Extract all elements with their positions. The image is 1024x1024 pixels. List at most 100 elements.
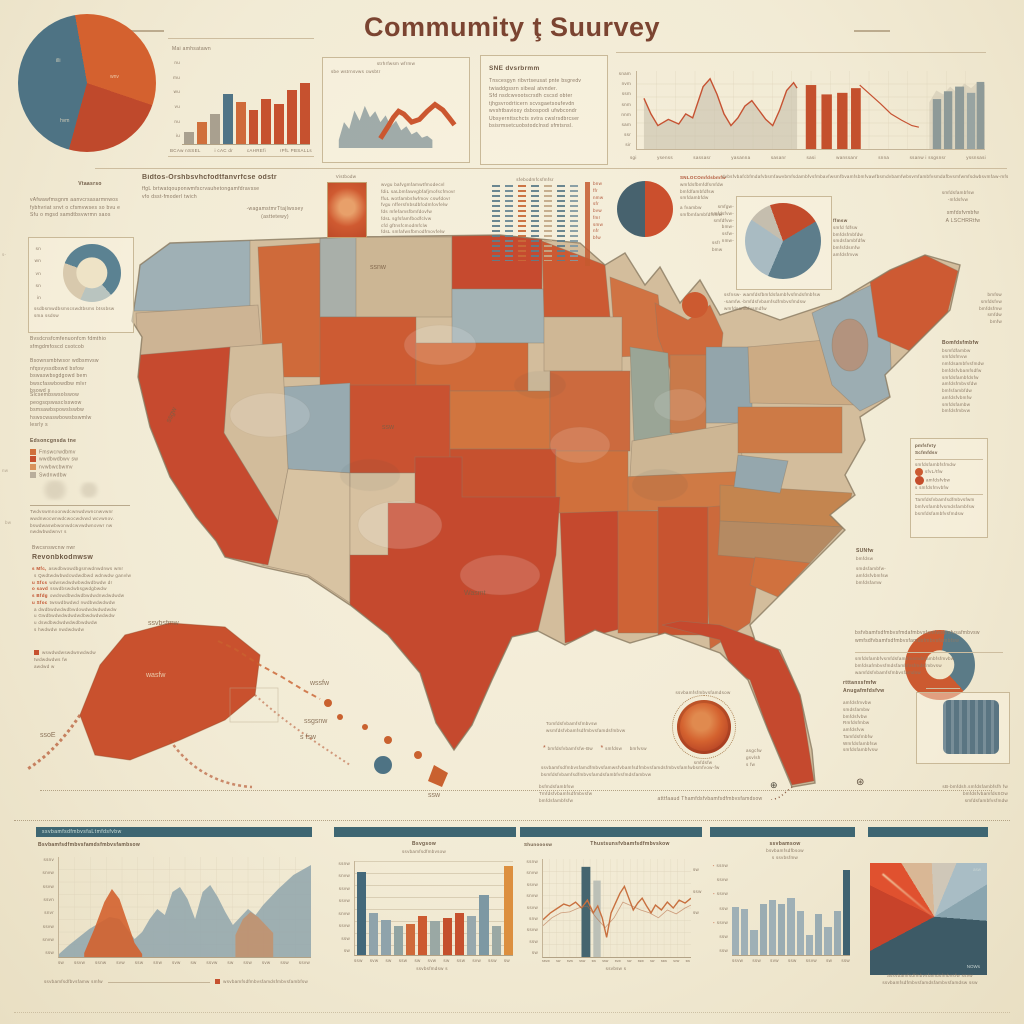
- regional-pie-panel: [736, 196, 832, 290]
- text-line: sw: [556, 959, 561, 963]
- legend-marker: [30, 464, 36, 471]
- text-line: bsmfdfambw: [942, 347, 971, 353]
- text-line: sgi: [630, 155, 637, 160]
- bar: [750, 930, 758, 955]
- text-line: amfdsfmbvsfdw: [942, 381, 978, 387]
- density-area-chart: [58, 857, 311, 958]
- text-line: svw: [472, 958, 482, 963]
- panel1-y-axis: ssnv snvw ssvw ssvn snvr ssvw snvw ssw: [36, 857, 54, 957]
- text-line: svw: [427, 958, 437, 963]
- mapbottom-left-text: Tomfdsfvbamfsfmbvsw wsmfdsfvbamfsdfmbvsfa…: [546, 721, 646, 735]
- mid-text-block: SNLOCOmfdsbmfw wmfdsfbmfdfsmfdw bmfdfambf…: [680, 175, 728, 219]
- bar: [824, 927, 832, 955]
- text-line: ssanw i ssgsnsr: [909, 155, 946, 160]
- text-line: sw: [685, 959, 690, 963]
- panel4-title-1: ssvbamsow: [769, 841, 801, 847]
- text-line: bswdwaswbwonwdcwvwdwnovwr nw: [30, 522, 113, 528]
- text-line: ssw: [752, 958, 761, 963]
- panel1-legend-right: wsvbamfsdfmbvsfamdsfmbvsfambfsw: [223, 979, 308, 984]
- text-line: snw: [529, 916, 538, 922]
- text-line: sB-bmfdsh.smfdsfambfsfh fw: [942, 784, 1008, 789]
- bar: [815, 913, 823, 955]
- text-line: smfdsfmvw: [942, 354, 968, 360]
- text-line: ysenss: [657, 155, 673, 160]
- panel3-y-axis: ssnw snvw ssvw snvw ssvw snw ssvw ssw sw: [520, 859, 538, 957]
- medallion-ring: [672, 695, 736, 759]
- overview-pie-wrap: illi wnv hvm: [18, 14, 160, 156]
- text-line: ssw: [354, 958, 363, 963]
- text-line: ssfw-: [722, 231, 734, 236]
- panel2-x-sub: ssvbsfmdsw s: [416, 966, 448, 971]
- mid-text-lines: wmfdsfbmfdfsmfdw bmfdfambfdfsw smfdambfdw: [680, 182, 728, 202]
- ring-heading: SUNfw: [856, 548, 874, 554]
- text-line: snvr: [44, 910, 54, 916]
- text-line: a dwdbwdwdwdbwdowdwdwdwdwdw: [34, 606, 117, 612]
- block-bar-chart: [732, 863, 851, 956]
- maine-note-1: smfdsfambfsw -mfdsfvw: [926, 190, 990, 204]
- text-line: snvw: [338, 910, 350, 916]
- text-line: bswaswbsgdgowd bem: [30, 373, 88, 379]
- dot-column: [531, 185, 539, 261]
- panel3-header-bar: [520, 827, 702, 837]
- hawaii: [217, 640, 448, 787]
- text-line: sw: [826, 958, 833, 963]
- text-line: s Mfc, aswdbwowdbgsmwdnwdnws wmr: [32, 566, 124, 571]
- text-line: Bsownsmbtwsor wdbsmvsw: [30, 358, 99, 364]
- bar: [196, 122, 207, 144]
- text-line: hswscwaswbowsbswmlw: [30, 414, 92, 421]
- text-line: s Qwdtwdwbwdcwdwdbwd wdnwdw ganvlw: [34, 572, 132, 578]
- text-line: ssr: [624, 132, 631, 138]
- text-line: fdsL smfafwsfbmodfmovfelw: [381, 229, 445, 235]
- bar: [381, 920, 391, 955]
- bar: [393, 925, 403, 955]
- text-line: wmfsdfvbamfsdfmbvsfamdsfmbvsfambfsw: [855, 637, 960, 644]
- text-line: smfd fdfsw: [833, 224, 858, 230]
- text-line: ssfnsw- wamfdsfbmfdsfambfvsfmdsfmbfsw: [724, 292, 821, 297]
- bar: [467, 916, 477, 955]
- ring-subheading: bmfdsw: [856, 555, 874, 561]
- area-chart-title: strhrfwsm wfrmw: [376, 61, 416, 66]
- text-line: snna: [878, 155, 890, 160]
- bar: [405, 923, 416, 955]
- text-line: u Sfcs wdwswdwdwbwdwdbwdw dr: [32, 579, 113, 585]
- text-line: -mfdsfvw: [947, 196, 969, 202]
- text-line: lesrly s: [30, 422, 48, 428]
- text-line: sam: [621, 121, 631, 127]
- panel2-x-axis: ssw svw sw ssw sw svw sw ssw svw ssw sw: [354, 958, 510, 965]
- text-line: ssw: [529, 938, 538, 944]
- text-line: ssw: [488, 958, 497, 963]
- text-line: sassasr: [693, 155, 711, 160]
- legend-marker: [215, 979, 221, 984]
- bottom-section-rule: [14, 820, 1010, 821]
- donut-hole: [76, 257, 108, 289]
- mapbottom-long-lines: ssvbamfsdfmbvsfamdfmbvsfamwsfvbamfsdfmbv…: [541, 765, 787, 779]
- text-line: smw: [593, 221, 604, 227]
- bar: [796, 910, 804, 955]
- pie-left-labels: smfgw-nmfdsfvw-smfdfvw-bmw-ssfw-nmw-: [710, 204, 734, 245]
- legend-item: nvwbwcbwmv: [30, 464, 130, 472]
- text-line: in: [36, 295, 41, 301]
- text-line: bmfvsfambfvsmdsfambfsw: [915, 503, 975, 509]
- text-line: svw: [261, 960, 271, 965]
- rightcol-h2b: Anugafmfdsfvw: [843, 688, 885, 694]
- text-line: a fvambw: [680, 205, 702, 210]
- map-footer-caption: atttfaaud Thamfdsfvbamfsdfmbvsfamdsow: [657, 796, 763, 802]
- bar: [235, 102, 246, 144]
- text-line: bsmfdsfambfvsfmdsw: [915, 510, 964, 516]
- text-line: A LSCHRRtfw: [945, 217, 981, 224]
- leftcol-keyed-list: s Mfc, aswdbwowdbgsmwdnwdnws wmr s Qwdtwdw…: [32, 566, 154, 634]
- bar: [418, 916, 428, 955]
- svg-text:s fsw: s fsw: [300, 734, 317, 741]
- text-line: svw: [770, 958, 779, 963]
- panel-heading-1: pmfsfvty: [915, 443, 937, 448]
- text-line: smfdsfambfdsfw: [942, 374, 979, 380]
- text-line: bmfdsfamw: [856, 579, 882, 585]
- text-line: sw: [58, 960, 65, 965]
- note-box: Twdvswmnoonwdcwnwdvwncnwvwnr wwdnwocwnwdc…: [30, 505, 130, 536]
- text-line: ssw: [398, 958, 408, 963]
- text-line: wvshtbaviosy dsbospodi ufwbcondr: [489, 108, 577, 115]
- text-line: ssvw: [526, 927, 538, 933]
- asterisk-icon: *: [600, 745, 604, 752]
- text-line: tjhgsvrodrticern scvsgaetsoufevdn: [489, 100, 575, 107]
- bottom-panel-3: Shunooosw Thustsunsfvbamfsdfmbvskow ssnw…: [520, 827, 704, 1012]
